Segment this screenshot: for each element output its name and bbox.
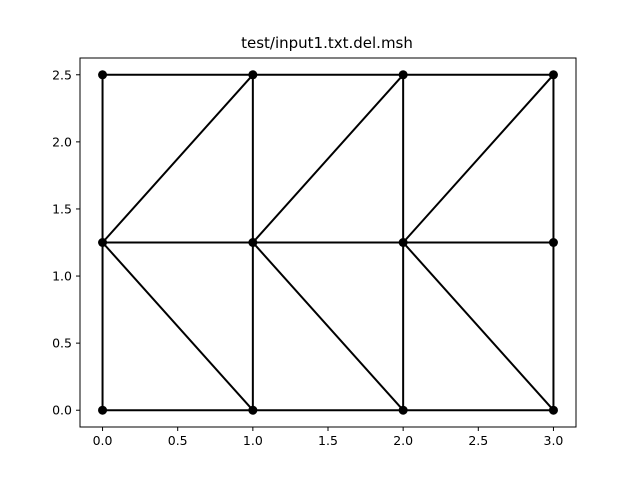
y-axis: 0.0 0.5 1.0 1.5 2.0 2.5: [52, 67, 80, 418]
mesh-node: [548, 405, 558, 415]
mesh-node: [248, 405, 258, 415]
mesh-nodes: [98, 70, 558, 415]
mesh-edge: [402, 73, 555, 244]
x-axis: 0.0 0.5 1.0 1.5 2.0 2.5 3.0: [93, 427, 564, 448]
y-tick-label: 0.0: [52, 403, 72, 418]
x-tick-label: 3.0: [544, 433, 564, 448]
mesh-node: [248, 238, 258, 247]
mesh-node: [398, 70, 408, 80]
y-tick-label: 1.0: [52, 269, 72, 284]
chart-title: test/input1.txt.del.msh: [241, 34, 413, 52]
x-tick-label: 2.5: [468, 433, 488, 448]
mesh-node: [548, 238, 558, 247]
y-tick-label: 2.5: [52, 67, 72, 82]
mesh-edge: [402, 241, 555, 412]
mesh-node: [398, 405, 408, 415]
mesh-edges: [101, 73, 555, 412]
mesh-edge: [251, 73, 405, 244]
mesh-node: [248, 70, 258, 80]
mesh-edge: [101, 73, 254, 244]
x-tick-label: 0.5: [168, 433, 188, 448]
mesh-node: [98, 405, 108, 415]
mesh-node: [398, 238, 408, 247]
y-tick-label: 2.0: [52, 134, 72, 149]
mesh-node: [98, 238, 108, 247]
mesh-edge: [251, 241, 405, 412]
x-tick-label: 1.5: [318, 433, 338, 448]
x-tick-label: 0.0: [93, 433, 113, 448]
x-tick-label: 1.0: [243, 433, 263, 448]
mesh-node: [98, 70, 108, 80]
y-tick-label: 0.5: [52, 336, 72, 351]
y-tick-label: 1.5: [52, 201, 72, 216]
x-tick-label: 2.0: [393, 433, 413, 448]
mesh-node: [548, 70, 558, 80]
mesh-edge: [101, 241, 254, 412]
